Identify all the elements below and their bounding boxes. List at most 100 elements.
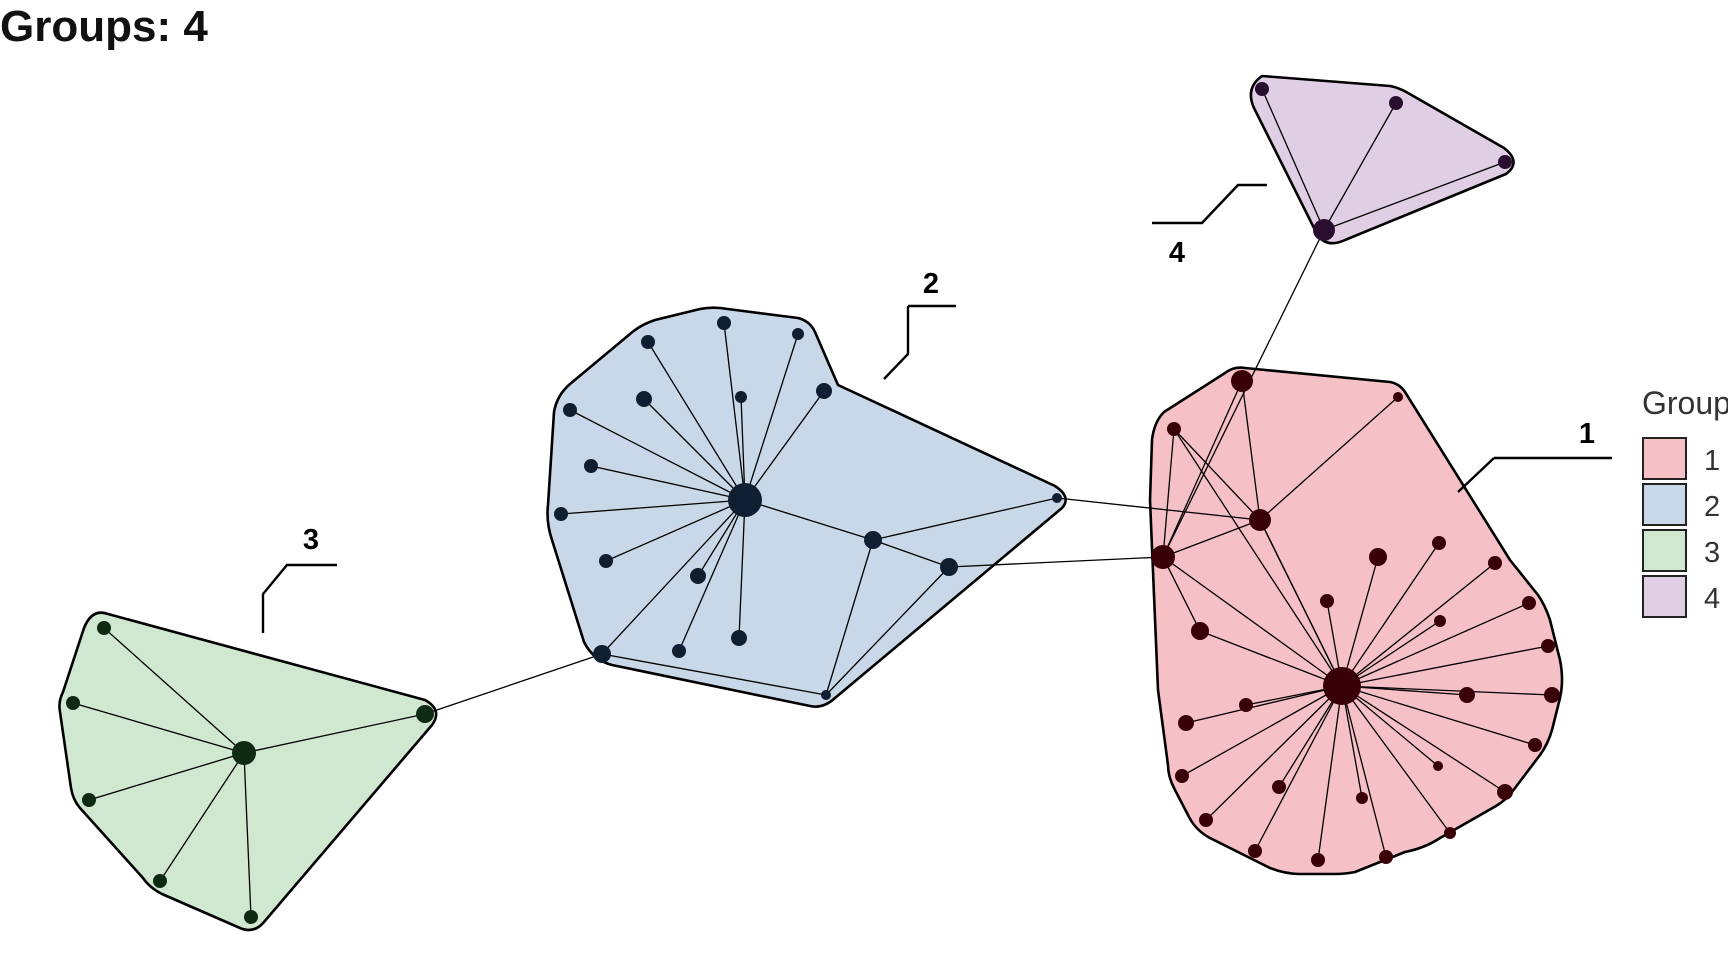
edge	[590, 465, 746, 501]
node-g1-v	[1356, 792, 1368, 804]
edge	[1241, 380, 1261, 521]
node-g3-a	[97, 621, 111, 635]
edge	[825, 539, 874, 696]
node-g2-o	[731, 630, 747, 646]
legend-swatch-1	[1642, 437, 1687, 480]
node-g1-p	[1239, 698, 1253, 712]
edge	[1341, 602, 1530, 687]
edge	[103, 627, 245, 754]
node-g1-u	[1272, 780, 1286, 794]
edge	[1278, 685, 1343, 788]
edge	[744, 390, 825, 501]
edge	[569, 409, 746, 501]
edge	[1341, 685, 1536, 746]
node-g1-i	[1320, 594, 1334, 608]
node-g2-f	[816, 383, 832, 399]
node-g2-i	[554, 507, 568, 521]
edge	[1341, 685, 1506, 793]
callout-label-1: 1	[1579, 418, 1595, 450]
edge	[744, 333, 799, 501]
edge	[1162, 519, 1261, 558]
node-g2-g	[563, 403, 577, 417]
callout-label-3: 3	[303, 524, 319, 556]
node-g1-r	[1528, 738, 1542, 752]
node-g1-ab	[1379, 850, 1393, 864]
node-g1-s	[1433, 761, 1443, 771]
edge	[1173, 428, 1261, 521]
edge	[605, 499, 746, 562]
edge	[1056, 497, 1261, 521]
edge	[1341, 620, 1441, 687]
node-g1-d	[1249, 509, 1271, 531]
node-g4-d	[1313, 219, 1335, 241]
legend-swatch-3	[1642, 529, 1687, 572]
legend-label-2: 2	[1704, 491, 1720, 523]
group-hull-2	[546, 306, 1067, 708]
node-g2-q	[593, 645, 611, 663]
node-g1-x	[1199, 813, 1213, 827]
node-g2-l	[599, 554, 613, 568]
node-g2-c	[792, 328, 804, 340]
edge	[1341, 645, 1549, 687]
node-g2-a	[717, 316, 731, 330]
edge	[1185, 685, 1343, 724]
node-g2-hub	[728, 483, 762, 517]
legend-title: Group	[1642, 385, 1728, 421]
edge	[643, 398, 746, 501]
edge	[1205, 685, 1343, 821]
edge	[647, 341, 746, 501]
node-g1-f	[1369, 548, 1387, 566]
node-g1-z	[1248, 844, 1262, 858]
edge	[872, 497, 1058, 541]
node-g2-b	[641, 335, 655, 349]
edge	[1323, 102, 1397, 231]
callout-label-2: 2	[923, 268, 939, 300]
node-g1-n	[1459, 687, 1475, 703]
legend-swatch-4	[1642, 575, 1687, 618]
node-g2-d	[636, 391, 652, 407]
node-g3-f	[244, 910, 258, 924]
edge	[678, 499, 746, 652]
node-g1-k	[1522, 596, 1536, 610]
edge	[723, 322, 746, 501]
edge	[159, 752, 245, 882]
legend-label-1: 1	[1704, 445, 1720, 477]
edge	[72, 702, 245, 754]
edge	[1162, 229, 1325, 558]
edge	[738, 499, 746, 639]
edge	[1341, 542, 1440, 687]
legend-label-4: 4	[1704, 583, 1720, 615]
node-g1-c	[1167, 422, 1181, 436]
legend-item-1: 1	[1642, 437, 1720, 480]
node-g2-r	[821, 690, 831, 700]
page-title: Groups: 4	[0, 2, 208, 51]
edge	[1259, 396, 1399, 521]
edge	[243, 713, 426, 754]
group-hull-4	[1249, 74, 1515, 245]
edge	[1162, 380, 1243, 558]
edge	[1162, 428, 1175, 558]
node-g4-a	[1255, 82, 1269, 96]
node-g1-e	[1151, 545, 1175, 569]
legend-item-3: 3	[1642, 529, 1720, 572]
node-g4-b	[1389, 96, 1403, 110]
edge	[1341, 556, 1379, 687]
edge	[1341, 562, 1496, 687]
legend-item-2: 2	[1642, 483, 1720, 526]
node-g3-c	[416, 705, 434, 723]
edges	[72, 88, 1553, 918]
edge	[243, 752, 252, 918]
node-g2-p	[672, 644, 686, 658]
node-g2-k	[864, 531, 882, 549]
edge	[560, 499, 746, 515]
node-g2-h	[584, 459, 598, 473]
node-g1-h	[1488, 556, 1502, 570]
node-g2-n	[940, 558, 958, 576]
edge	[601, 653, 827, 696]
group-callouts: 1 2 3 4	[261, 183, 1612, 633]
group-hulls	[58, 74, 1564, 932]
node-g1-g	[1432, 536, 1446, 550]
callout-label-4: 4	[1169, 237, 1185, 269]
edge	[1323, 161, 1506, 231]
